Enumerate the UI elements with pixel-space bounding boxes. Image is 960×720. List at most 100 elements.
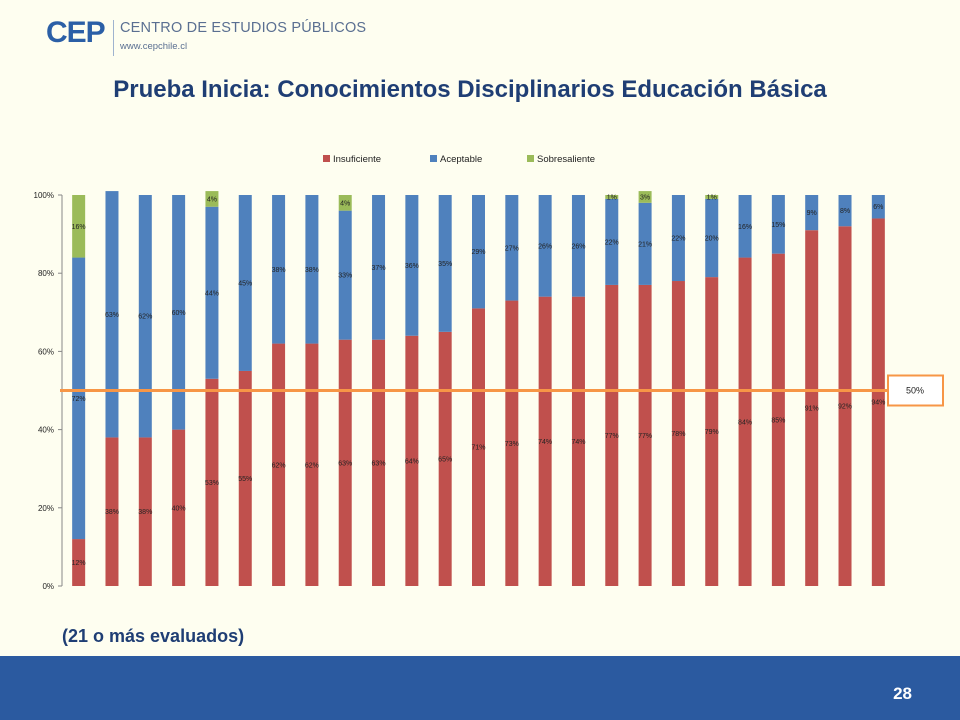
- bar-segment-aceptable: [138, 195, 152, 438]
- data-label: 37%: [372, 265, 386, 272]
- y-tick-label: 0%: [42, 582, 54, 591]
- bar-segment-aceptable: [738, 195, 752, 258]
- data-label: 77%: [638, 433, 652, 440]
- data-label: 8%: [840, 208, 850, 215]
- y-tick-label: 100%: [34, 191, 54, 200]
- data-label: 44%: [205, 290, 219, 297]
- data-label: 22%: [671, 236, 685, 243]
- bar-segment-insuficiente: [472, 308, 485, 586]
- bar-segment-sobresaliente: [605, 195, 619, 199]
- y-tick-label: 20%: [38, 504, 54, 513]
- data-label: 29%: [471, 249, 485, 256]
- bar-segment-sobresaliente: [705, 195, 719, 199]
- data-label: 84%: [738, 419, 752, 426]
- data-label: 92%: [838, 404, 852, 411]
- footer-bar: 28: [0, 656, 960, 720]
- bar-segment-sobresaliente: [205, 191, 219, 207]
- data-label: 62%: [305, 462, 319, 469]
- bar-segment-insuficiente: [405, 335, 419, 586]
- legend-swatch: [430, 155, 437, 162]
- bar-segment-aceptable: [538, 195, 552, 297]
- data-label: 77%: [605, 433, 619, 440]
- y-tick-label: 40%: [38, 426, 54, 435]
- data-label: 91%: [805, 406, 819, 413]
- bar-segment-insuficiente: [738, 257, 752, 586]
- data-label: 21%: [638, 241, 652, 248]
- bar-segment-insuficiente: [505, 300, 519, 586]
- data-label: 55%: [238, 476, 252, 483]
- data-label: 40%: [172, 505, 186, 512]
- bar-segment-insuficiente: [205, 378, 219, 586]
- data-label: 35%: [438, 261, 452, 268]
- data-label: 45%: [238, 280, 252, 287]
- bar-segment-insuficiente: [238, 370, 252, 586]
- data-label: 4%: [340, 200, 350, 207]
- bar-segment-insuficiente: [605, 284, 619, 586]
- bar-segment-aceptable: [272, 195, 286, 344]
- data-label: 16%: [72, 224, 86, 231]
- data-label: 79%: [705, 429, 719, 436]
- data-label: 64%: [405, 458, 419, 465]
- bar-segment-insuficiente: [871, 218, 885, 586]
- bar-segment-insuficiente: [372, 339, 386, 586]
- bar-segment-aceptable: [205, 206, 219, 379]
- data-label: 38%: [305, 267, 319, 274]
- bar-segment-aceptable: [638, 202, 652, 285]
- bars-group: [72, 191, 885, 586]
- data-label: 73%: [505, 441, 519, 448]
- bar-segment-insuficiente: [805, 230, 819, 586]
- reference-label: 50%: [906, 386, 924, 396]
- data-label: 26%: [538, 243, 552, 250]
- bar-segment-aceptable: [571, 195, 585, 297]
- bar-segment-sobresaliente: [638, 191, 652, 203]
- logo-name: CENTRO DE ESTUDIOS PÚBLICOS: [120, 20, 367, 36]
- bar-segment-aceptable: [505, 195, 519, 301]
- data-label: 4%: [207, 196, 217, 203]
- bar-segment-insuficiente: [72, 539, 86, 586]
- bar-segment-aceptable: [438, 195, 452, 332]
- bar-segment-aceptable: [671, 195, 685, 282]
- bar-segment-aceptable: [72, 257, 86, 540]
- logo-mark: CEP: [46, 16, 106, 49]
- data-label: 65%: [438, 456, 452, 463]
- bar-segment-insuficiente: [338, 339, 352, 586]
- bar-segment-insuficiente: [705, 277, 719, 586]
- bar-segment-aceptable: [305, 195, 319, 344]
- page-number: 28: [893, 684, 912, 703]
- data-label: 12%: [72, 560, 86, 567]
- data-labels-group: 12% 72% 16% 38% 63% 38% 62% 40% 60% 53% 44% 4% 55% 45…: [72, 194, 886, 567]
- chart-legend: Insuficiente Aceptable Sobresaliente: [323, 154, 595, 165]
- bar-segment-insuficiente: [438, 331, 452, 586]
- bar-segment-insuficiente: [272, 343, 286, 586]
- data-label: 9%: [807, 210, 817, 217]
- bar-segment-aceptable: [771, 195, 785, 254]
- reference-line-group: 50%: [60, 374, 944, 407]
- data-label: 38%: [105, 509, 119, 516]
- data-label: 71%: [471, 445, 485, 452]
- bar-segment-aceptable: [805, 195, 819, 231]
- data-label: 33%: [338, 273, 352, 280]
- bar-segment-aceptable: [372, 195, 386, 340]
- legend-label: Sobresaliente: [537, 154, 595, 165]
- reference-label-box: [887, 374, 944, 407]
- logo-url: www.cepchile.cl: [120, 41, 188, 52]
- legend-swatch: [527, 155, 534, 162]
- bar-segment-insuficiente: [138, 437, 152, 586]
- data-label: 22%: [605, 239, 619, 246]
- bar-segment-aceptable: [338, 210, 352, 340]
- data-label: 53%: [205, 480, 219, 487]
- data-label: 38%: [272, 267, 286, 274]
- bar-segment-sobresaliente: [338, 195, 352, 211]
- bar-segment-aceptable: [472, 195, 485, 309]
- legend-label: Aceptable: [440, 154, 482, 165]
- bar-segment-insuficiente: [638, 284, 652, 586]
- data-label: 36%: [405, 263, 419, 270]
- bar-segment-insuficiente: [172, 429, 186, 586]
- data-label: 62%: [138, 314, 152, 321]
- data-label: 63%: [338, 460, 352, 467]
- data-label: 16%: [738, 224, 752, 231]
- data-label: 72%: [72, 396, 86, 403]
- data-label: 94%: [871, 400, 885, 407]
- data-label: 27%: [505, 245, 519, 252]
- bar-segment-aceptable: [405, 195, 419, 336]
